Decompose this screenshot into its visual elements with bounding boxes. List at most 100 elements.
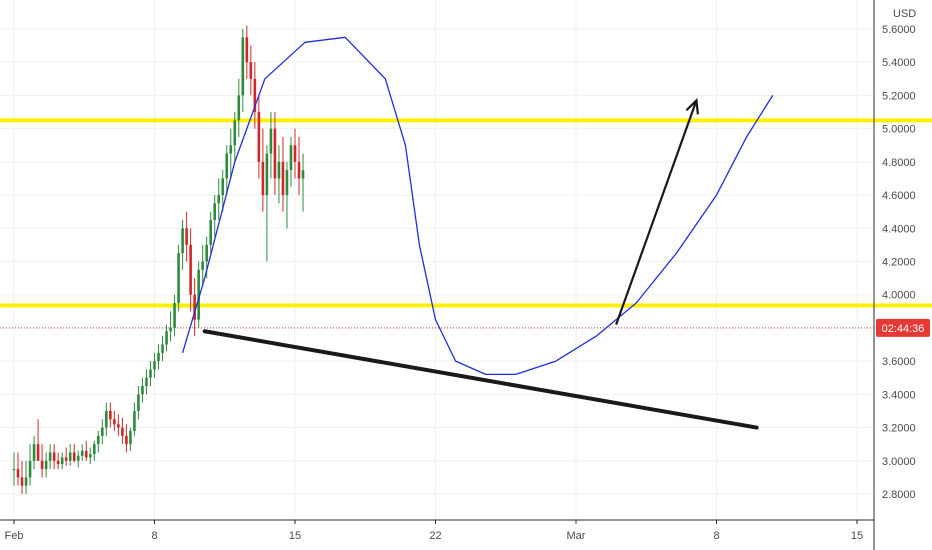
drawings <box>181 36 774 430</box>
candle-body <box>269 128 273 154</box>
candle-body <box>117 424 120 428</box>
y-tick-label: 5.4000 <box>882 57 916 69</box>
candle-body <box>88 454 92 458</box>
candle-body <box>185 228 188 245</box>
candle-body <box>52 452 56 461</box>
y-tick-label: 3.6000 <box>882 356 916 368</box>
candle-body <box>249 62 253 79</box>
candle-body <box>285 170 289 196</box>
candle-body <box>153 361 156 370</box>
candle-body <box>133 410 136 431</box>
candle-body <box>157 352 160 362</box>
candle-body <box>16 469 20 478</box>
x-tick-label: 8 <box>151 530 157 542</box>
candle-body <box>205 244 208 262</box>
candle-body <box>105 410 108 428</box>
candles <box>12 25 305 494</box>
candle-body <box>297 161 301 179</box>
candle-body <box>261 161 265 196</box>
cup-arc <box>181 36 774 376</box>
candle-body <box>64 457 68 461</box>
arrow-head <box>685 98 700 115</box>
candle-body <box>201 261 204 270</box>
candle-body <box>56 460 60 465</box>
candle-body <box>92 444 96 455</box>
candle-body <box>40 460 44 470</box>
candle-body <box>32 444 36 461</box>
candle-body <box>80 450 84 456</box>
candle-body <box>149 369 152 378</box>
candle-body <box>24 477 28 486</box>
x-tick-label: Feb <box>5 530 24 542</box>
candle-body <box>257 112 261 162</box>
candle-body <box>165 331 168 345</box>
candle-body <box>141 386 144 395</box>
candle-body <box>125 435 128 445</box>
x-tick-label: 15 <box>289 530 301 542</box>
candle-body <box>265 153 269 196</box>
y-tick-label: 3.2000 <box>882 423 916 435</box>
y-tick-label: 5.2000 <box>882 90 916 102</box>
candle-body <box>101 427 104 436</box>
candle-body <box>12 469 16 471</box>
candle-body <box>68 452 72 461</box>
candle-body <box>181 228 184 254</box>
y-tick-label: 3.0000 <box>882 456 916 468</box>
candle-body <box>193 294 196 320</box>
candle-body <box>253 78 257 113</box>
y-tick-label: 4.2000 <box>882 257 916 269</box>
candle-body <box>289 145 293 171</box>
candle-body <box>209 219 212 245</box>
candle-body <box>44 460 48 470</box>
candle-body <box>277 161 281 179</box>
candle-body <box>84 450 88 458</box>
candle-body <box>169 327 172 332</box>
candle-body <box>301 170 305 179</box>
y-tick-label: 4.8000 <box>882 157 916 169</box>
currency-label: USD <box>893 8 916 20</box>
horizontal-levels <box>0 118 932 329</box>
trend-line <box>202 329 759 430</box>
candle-body <box>137 394 140 411</box>
candle-body <box>121 427 124 436</box>
candle-body <box>213 203 217 220</box>
candle-body <box>145 377 148 387</box>
candle-body <box>161 344 164 353</box>
candle-body <box>281 161 285 196</box>
candle-body <box>241 37 245 96</box>
candle-body <box>72 452 76 461</box>
candle-body <box>221 178 225 196</box>
candle-body <box>28 460 32 478</box>
x-tick-label: 15 <box>851 530 863 542</box>
candle-body <box>177 253 180 304</box>
candle-body <box>237 95 241 121</box>
y-tick-label: 5.0000 <box>882 124 916 136</box>
candle-body <box>225 153 229 179</box>
candle-body <box>189 244 192 295</box>
candle-body <box>245 37 249 63</box>
y-tick-label: 4.0000 <box>882 290 916 302</box>
candle-body <box>97 435 100 445</box>
y-tick-label: 3.4000 <box>882 389 916 401</box>
candle-body <box>60 457 64 465</box>
y-tick-label: 2.8000 <box>882 489 916 501</box>
candle-body <box>48 452 52 461</box>
candle-body <box>76 455 80 461</box>
candle-body <box>217 195 221 204</box>
candle-body <box>129 430 132 445</box>
candle-body <box>109 410 112 420</box>
candle-body <box>197 269 200 320</box>
grid <box>0 0 874 520</box>
candle-body <box>273 128 277 179</box>
y-tick-label: 4.6000 <box>882 190 916 202</box>
candle-body <box>233 120 237 146</box>
y-tick-label: 4.4000 <box>882 223 916 235</box>
candle-body <box>173 303 176 328</box>
candle-body <box>20 477 24 486</box>
candle-body <box>113 419 116 425</box>
candle-body <box>36 444 40 461</box>
arrow-shaft <box>615 100 698 325</box>
